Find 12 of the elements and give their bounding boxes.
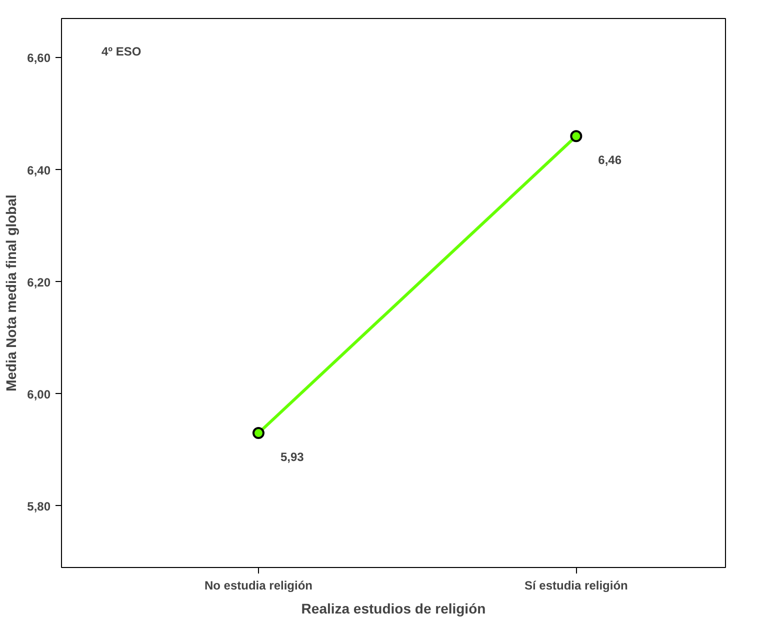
y-axis-title: Media Nota media final global [3,194,20,392]
x-tick-label: No estudia religión [204,578,312,592]
y-tick-label: 6,20 [27,275,51,290]
x-tick-label: Sí estudia religión [524,578,628,592]
y-tick-label: 5,80 [27,499,51,514]
y-tick-label: 6,60 [27,51,51,66]
y-tick-label: 6,00 [27,387,51,402]
x-axis-title: Realiza estudios de religión [301,600,486,616]
text: 6,46 [598,153,622,168]
text: 5,93 [280,450,304,464]
y-tick-label: 6,40 [27,163,51,178]
annotation: 4º ESO [102,44,142,58]
